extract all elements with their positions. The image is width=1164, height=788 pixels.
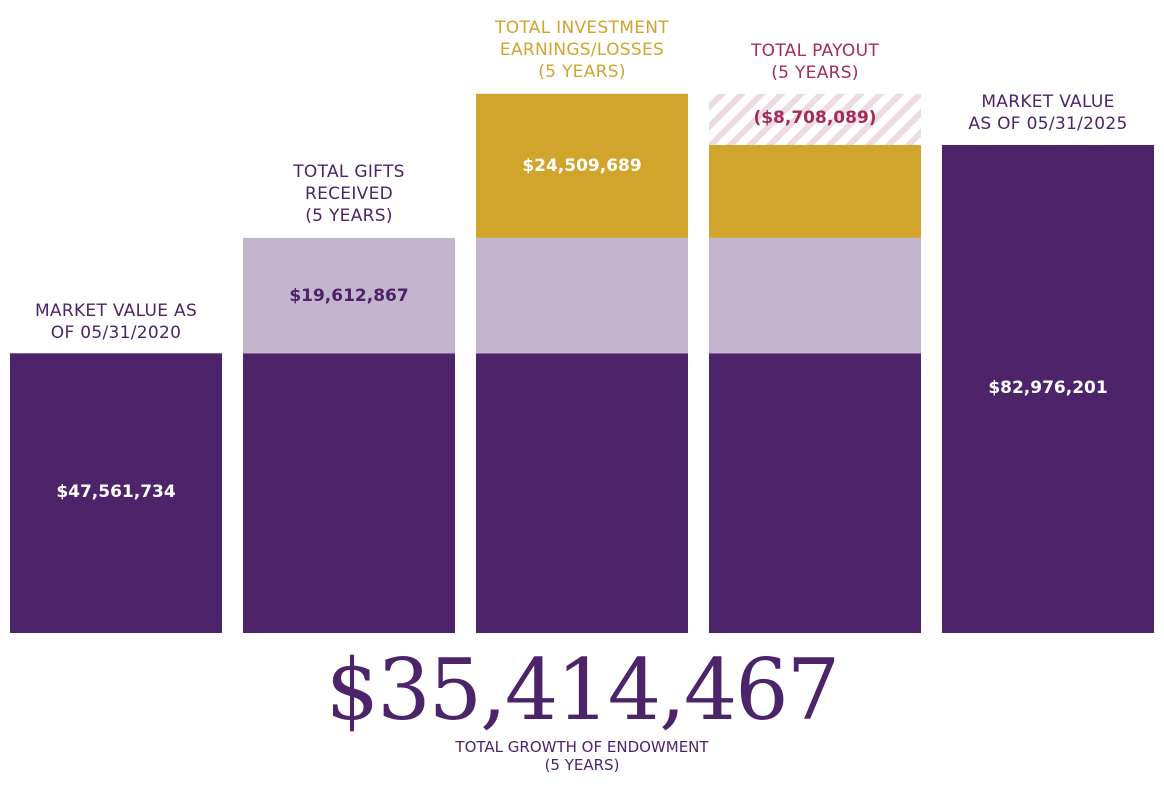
category-label-start-value: MARKET VALUE AS OF 05/31/2020 [34, 301, 198, 343]
bar-end-value [942, 145, 1154, 633]
value-label-end: $82,976,201 [988, 378, 1108, 398]
value-label-payout: ($8,708,089) [753, 108, 877, 128]
bar-start-value [10, 353, 222, 633]
bar-earnings-segment [476, 93, 688, 238]
category-label-gifts: TOTAL GIFTS RECEIVED (5 YEARS) [293, 162, 405, 226]
category-label-earnings: TOTAL INVESTMENT EARNINGS/LOSSES (5 YEAR… [495, 18, 669, 82]
bar-payout-segment [709, 93, 921, 145]
bar-earnings-gifts [476, 237, 688, 354]
value-label-earnings: $24,509,689 [522, 156, 642, 176]
total-growth-caption: TOTAL GROWTH OF ENDOWMENT (5 YEARS) [455, 738, 709, 774]
bar-earnings-base [476, 353, 688, 633]
bar-gifts-segment [243, 237, 455, 354]
bar-payout-earnings [709, 145, 921, 238]
bar-gifts-base [243, 353, 455, 633]
category-label-end-value: MARKET VALUE AS OF 05/31/2025 [968, 92, 1128, 134]
value-label-start: $47,561,734 [56, 482, 176, 502]
category-label-payout: TOTAL PAYOUT (5 YEARS) [750, 41, 880, 83]
bar-payout-base [709, 353, 921, 633]
value-label-gifts: $19,612,867 [289, 286, 409, 306]
bar-payout-gifts [709, 237, 921, 354]
total-growth-value: $35,414,467 [325, 641, 840, 739]
